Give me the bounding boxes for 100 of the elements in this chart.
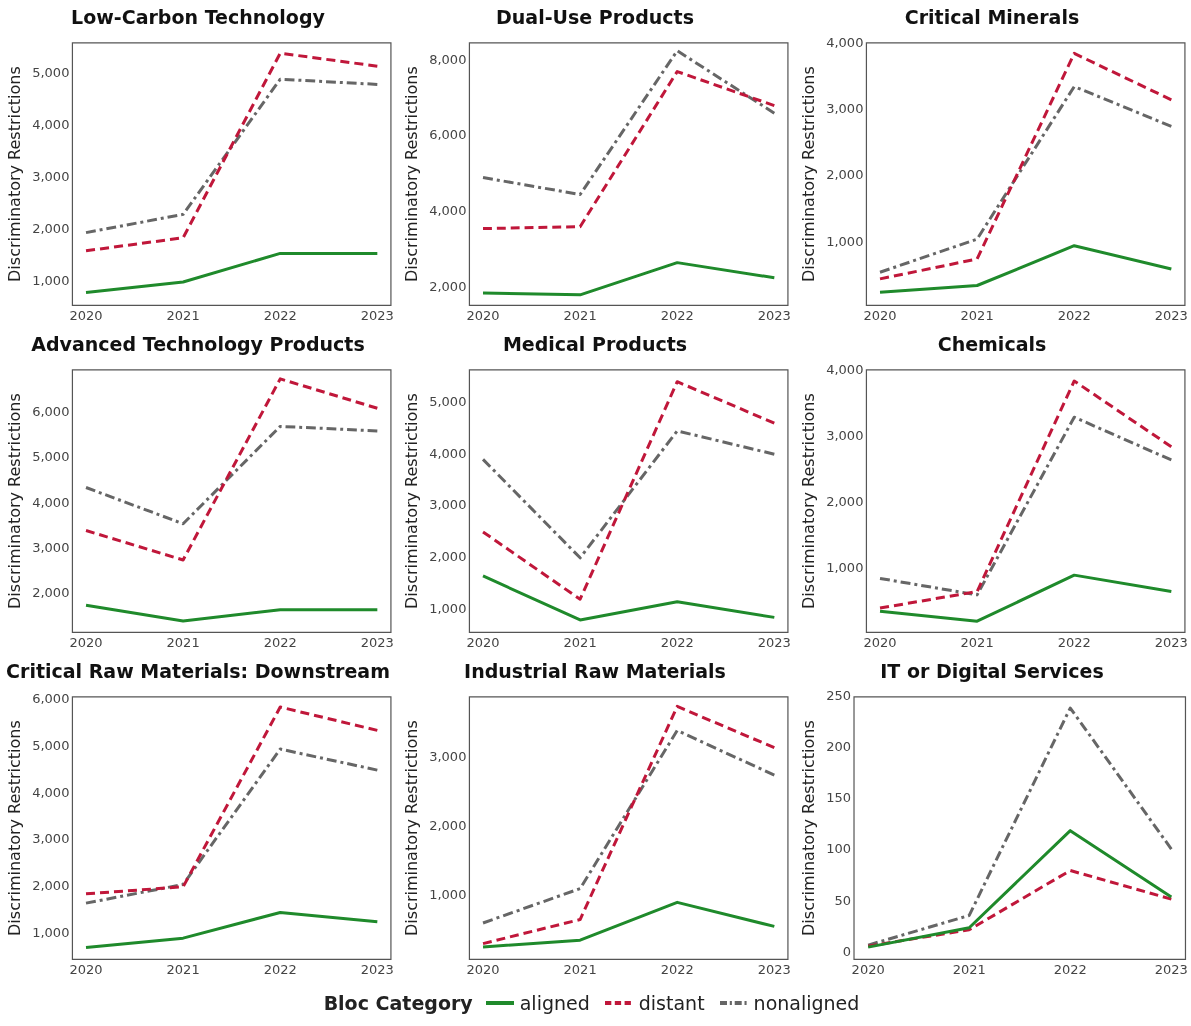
chart-title: Chemicals <box>937 333 1047 356</box>
y-tick-label: 6,000 <box>32 404 70 420</box>
x-tick-label: 2023 <box>757 634 791 650</box>
y-axis-title: Discriminatory Restrictions <box>798 720 818 936</box>
x-tick-label: 2020 <box>69 961 103 977</box>
x-tick-label: 2020 <box>851 961 885 977</box>
y-tick-label: 5,000 <box>429 393 467 409</box>
y-tick-label: 5,000 <box>32 449 70 465</box>
x-tick-label: 2020 <box>863 307 897 323</box>
chart-title: Medical Products <box>502 333 688 356</box>
y-tick-label: 2,000 <box>32 585 70 601</box>
line-series <box>866 706 1173 947</box>
x-tick-label: 2021 <box>166 961 200 977</box>
y-tick-label: 1,000 <box>826 233 864 249</box>
line-series <box>481 429 776 560</box>
y-tick-label: 2,000 <box>429 278 467 294</box>
y-tick-label: 4,000 <box>429 445 467 461</box>
x-tick-label: 2021 <box>563 961 597 977</box>
x-tick-label: 2023 <box>757 961 791 977</box>
x-tick-label: 2020 <box>466 307 500 323</box>
x-tick-label: 2023 <box>1154 961 1188 977</box>
chart-title: IT or Digital Services <box>880 660 1104 683</box>
legend-label: nonaligned <box>753 992 860 1014</box>
x-tick-label: 2022 <box>1057 307 1091 323</box>
y-axis-title: Discriminatory Restrictions <box>798 66 818 282</box>
line-series <box>866 869 1173 948</box>
line-series <box>481 380 776 601</box>
y-tick-label: 1,000 <box>32 273 70 289</box>
y-tick-label: 150 <box>826 790 852 806</box>
chart-title: Low-Carbon Technology <box>71 6 326 29</box>
chart-title: Critical Raw Materials: Downstream <box>6 660 390 683</box>
y-axis-title: Discriminatory Restrictions <box>401 393 421 609</box>
y-tick-label: 6,000 <box>32 691 70 707</box>
y-tick-label: 4,000 <box>32 117 70 133</box>
y-axis-title: Discriminatory Restrictions <box>401 66 421 282</box>
y-tick-label: 2,000 <box>826 494 864 510</box>
x-tick-label: 2020 <box>69 307 103 323</box>
y-tick-label: 5,000 <box>32 65 70 81</box>
legend-label: distant <box>638 992 705 1014</box>
y-axis-title: Discriminatory Restrictions <box>401 720 421 936</box>
line-series <box>481 728 776 925</box>
legend-title: Bloc Category <box>323 992 473 1014</box>
x-tick-label: 2022 <box>660 634 694 650</box>
y-tick-label: 2,000 <box>826 167 864 183</box>
y-tick-label: 3,000 <box>32 169 70 185</box>
y-tick-label: 1,000 <box>32 924 70 940</box>
y-axis-title: Discriminatory Restrictions <box>4 393 24 609</box>
line-series <box>84 77 379 235</box>
y-tick-label: 4,000 <box>32 784 70 800</box>
y-tick-label: 200 <box>826 739 852 755</box>
y-tick-label: 3,000 <box>429 749 467 765</box>
x-tick-label: 2021 <box>563 634 597 650</box>
line-series <box>878 51 1173 281</box>
x-tick-label: 2020 <box>863 634 897 650</box>
x-tick-label: 2021 <box>563 307 597 323</box>
y-tick-label: 2,000 <box>429 549 467 565</box>
x-tick-label: 2022 <box>263 307 297 323</box>
x-tick-label: 2021 <box>952 961 986 977</box>
x-tick-label: 2020 <box>69 634 103 650</box>
y-tick-label: 3,000 <box>826 428 864 444</box>
y-axis-title: Discriminatory Restrictions <box>798 393 818 609</box>
line-series <box>84 377 379 562</box>
y-tick-label: 8,000 <box>429 51 467 67</box>
line-series <box>481 70 776 231</box>
x-tick-label: 2021 <box>166 634 200 650</box>
y-tick-label: 2,000 <box>32 221 70 237</box>
x-tick-label: 2020 <box>466 961 500 977</box>
y-axis-title: Discriminatory Restrictions <box>4 720 24 936</box>
y-tick-label: 2,000 <box>429 818 467 834</box>
line-series <box>481 49 776 197</box>
x-tick-label: 2021 <box>960 307 994 323</box>
line-series <box>878 85 1173 274</box>
chart-title: Advanced Technology Products <box>31 333 365 356</box>
y-tick-label: 3,000 <box>32 540 70 556</box>
y-tick-label: 4,000 <box>429 202 467 218</box>
x-tick-label: 2022 <box>660 961 694 977</box>
x-tick-label: 2023 <box>360 307 394 323</box>
y-tick-label: 100 <box>826 841 852 857</box>
x-tick-label: 2020 <box>466 634 500 650</box>
y-tick-label: 0 <box>842 943 852 959</box>
legend-label: aligned <box>519 992 590 1014</box>
line-series <box>878 379 1173 610</box>
x-tick-label: 2023 <box>360 634 394 650</box>
x-tick-label: 2021 <box>166 307 200 323</box>
y-tick-label: 50 <box>834 892 852 908</box>
y-axis-title: Discriminatory Restrictions <box>4 66 24 282</box>
y-tick-label: 3,000 <box>429 497 467 513</box>
y-tick-label: 4,000 <box>826 34 864 50</box>
y-tick-label: 1,000 <box>826 559 864 575</box>
x-tick-label: 2022 <box>1057 634 1091 650</box>
x-tick-label: 2022 <box>263 961 297 977</box>
line-series <box>878 415 1173 597</box>
x-tick-label: 2022 <box>1053 961 1087 977</box>
x-tick-label: 2023 <box>360 961 394 977</box>
y-tick-label: 6,000 <box>429 127 467 143</box>
x-tick-label: 2023 <box>1154 634 1188 650</box>
line-series <box>84 424 379 526</box>
y-tick-label: 4,000 <box>32 494 70 510</box>
y-tick-label: 3,000 <box>32 831 70 847</box>
y-tick-label: 5,000 <box>32 738 70 754</box>
